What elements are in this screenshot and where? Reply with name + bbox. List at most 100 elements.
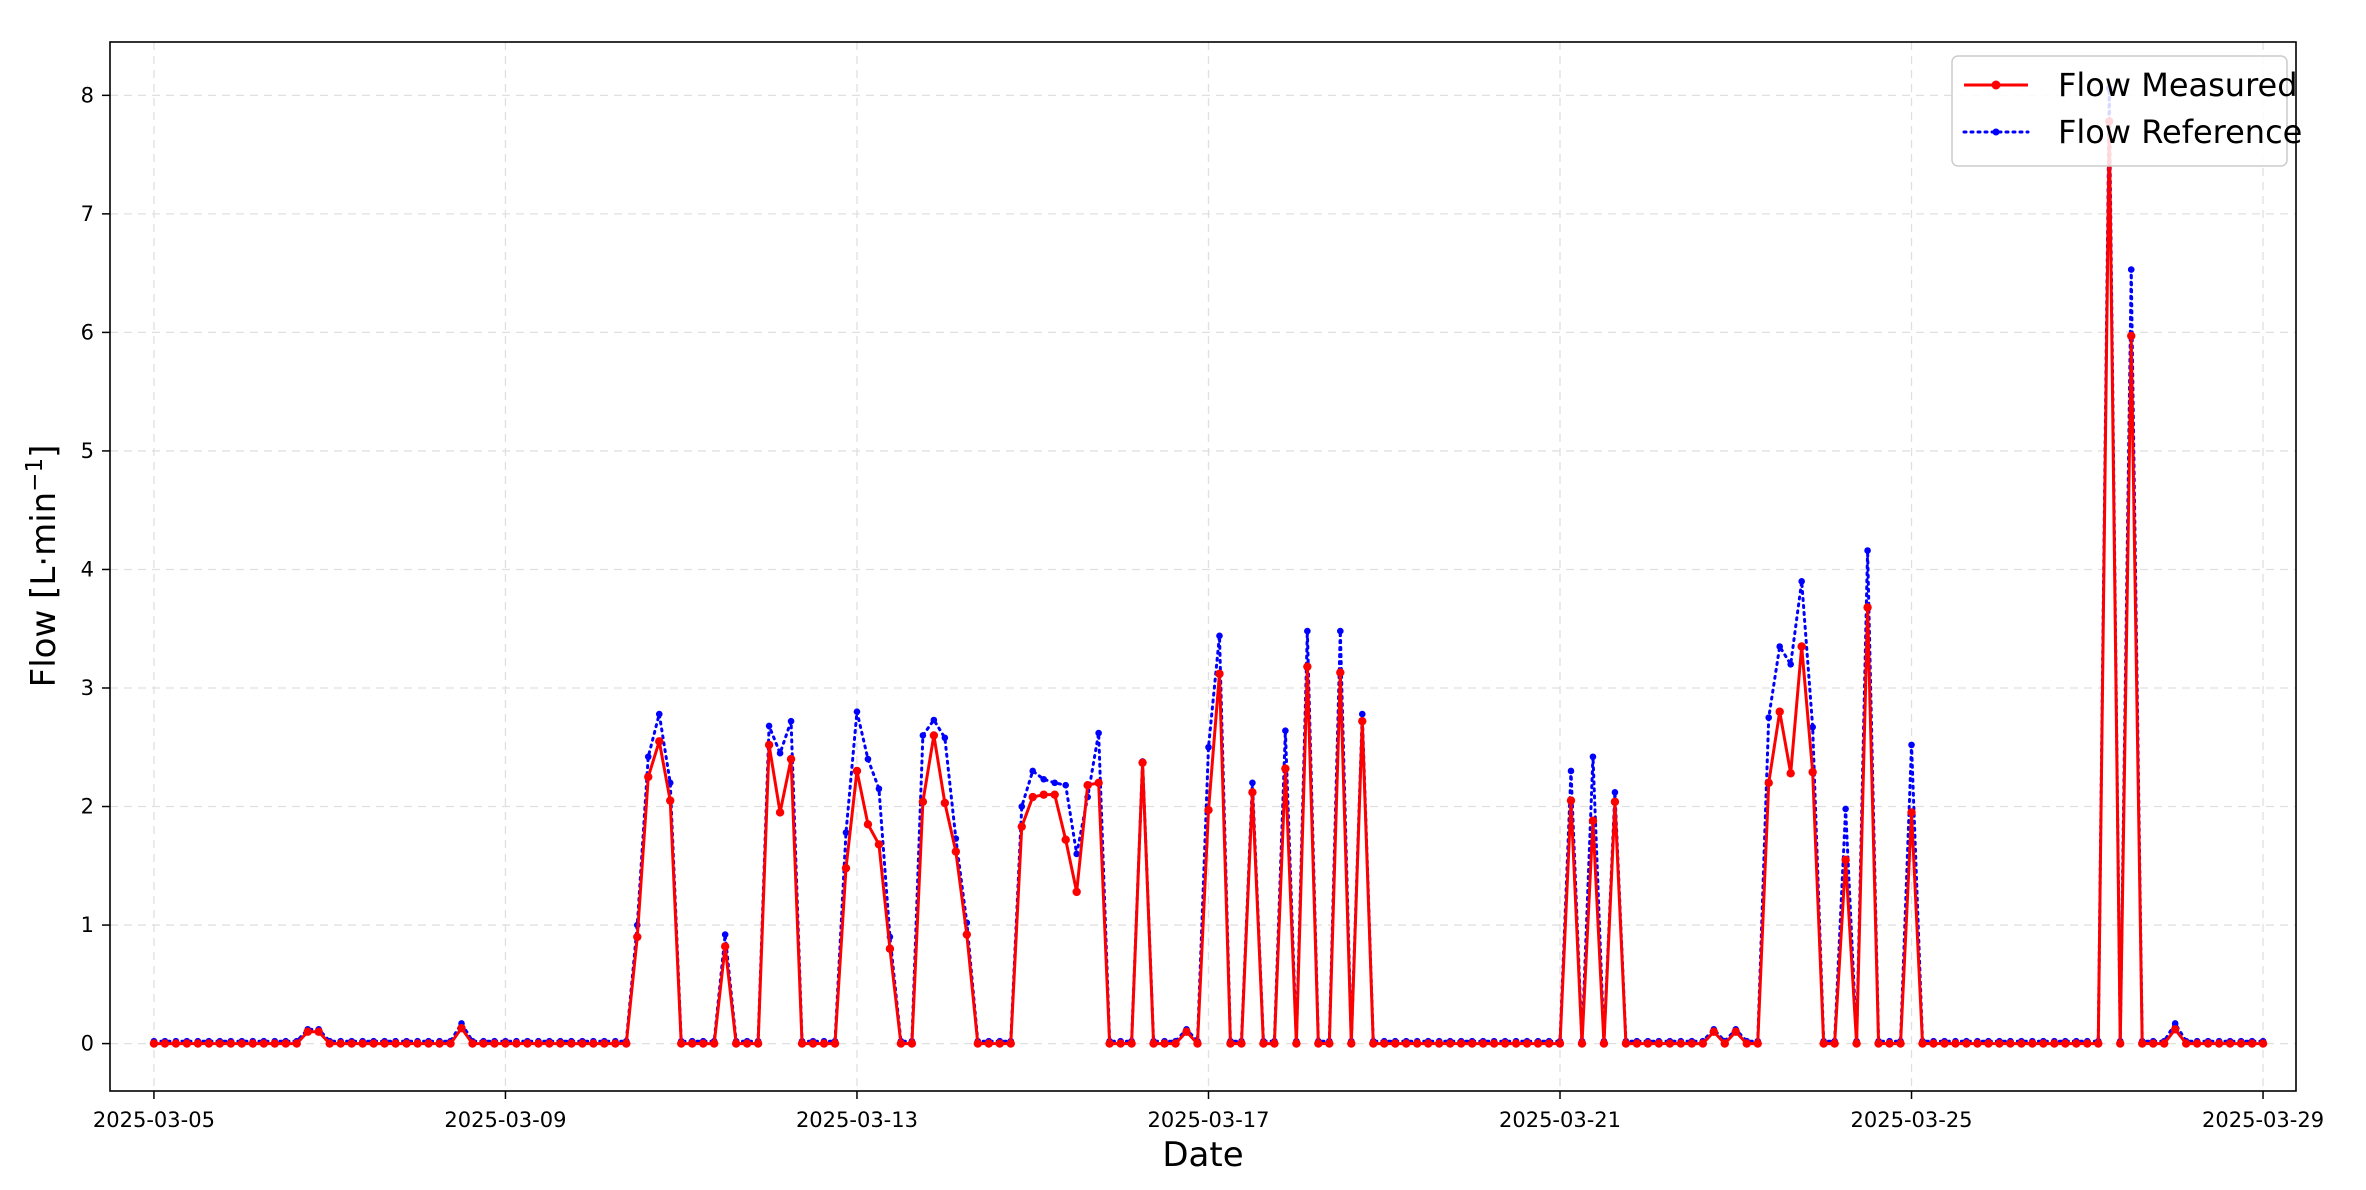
measured-point — [292, 1039, 301, 1048]
reference-point — [776, 749, 784, 757]
reference-point — [1358, 710, 1366, 718]
measured-point — [2214, 1039, 2224, 1048]
measured-point — [1577, 1039, 1587, 1048]
measured-point — [457, 1023, 466, 1033]
measured-point — [918, 797, 928, 806]
measured-point — [1544, 1039, 1554, 1048]
measured-point — [347, 1039, 356, 1048]
measured-point — [1358, 716, 1367, 726]
measured-point — [1402, 1039, 1411, 1048]
measured-point — [720, 942, 730, 951]
measured-point — [852, 766, 862, 776]
measured-point — [479, 1039, 488, 1048]
measured-point — [149, 1039, 159, 1048]
measured-point — [1533, 1039, 1543, 1048]
measured-point — [1731, 1027, 1740, 1036]
legend-box — [1951, 55, 2288, 167]
measured-point — [1149, 1039, 1158, 1048]
y-tick-label: 4 — [81, 557, 94, 581]
plot-area — [149, 84, 2268, 1048]
x-axis-label: Date — [1162, 1135, 1243, 1175]
reference-point — [1216, 632, 1223, 640]
measured-point — [413, 1039, 422, 1048]
reference-point — [1073, 850, 1080, 858]
reference-point — [1787, 660, 1794, 668]
measured-point — [2236, 1039, 2246, 1048]
measured-point — [1347, 1039, 1356, 1048]
measured-point — [622, 1039, 631, 1048]
measured-point — [1819, 1039, 1828, 1048]
reference-point — [853, 708, 861, 715]
measured-point — [1204, 805, 1213, 815]
measured-point — [1182, 1027, 1191, 1036]
x-tick-label: 2025-03-05 — [93, 1108, 215, 1132]
reference-point — [1908, 741, 1915, 749]
measured-point — [1116, 1039, 1125, 1048]
measured-point — [1786, 769, 1795, 778]
reference-point — [655, 710, 663, 718]
measured-point — [2072, 1039, 2081, 1048]
measured-point — [1413, 1039, 1422, 1048]
measured-point — [281, 1039, 290, 1048]
measured-point — [1325, 1039, 1334, 1048]
measured-point — [1720, 1039, 1729, 1048]
x-tick-label: 2025-03-21 — [1499, 1108, 1621, 1132]
measured-point — [1896, 1039, 1905, 1048]
reference-point — [1611, 789, 1619, 796]
measured-point — [2094, 1039, 2103, 1048]
reference-point — [1205, 743, 1212, 751]
measured-point — [303, 1027, 312, 1036]
measured-point — [2083, 1039, 2092, 1048]
measured-point — [1610, 797, 1620, 806]
reference-point — [644, 753, 652, 761]
measured-point — [589, 1039, 598, 1048]
measured-point — [2170, 1025, 2180, 1034]
measured-point — [698, 1039, 708, 1048]
reference-point — [1337, 627, 1344, 635]
measured-point — [391, 1039, 400, 1048]
measured-point — [1028, 792, 1037, 802]
legend-measured-label: Flow Measured — [2058, 66, 2298, 104]
measured-point — [1215, 669, 1224, 678]
measured-point — [1138, 758, 1147, 767]
measured-point — [1621, 1039, 1631, 1048]
measured-point — [1127, 1039, 1136, 1048]
grid-lines — [110, 42, 2296, 1091]
reference-point — [919, 732, 927, 739]
measured-point — [325, 1039, 334, 1048]
measured-point — [1314, 1039, 1323, 1048]
measured-point — [1478, 1039, 1488, 1048]
measured-point — [1940, 1039, 1949, 1048]
measured-point — [1083, 780, 1092, 790]
measured-point — [2138, 1039, 2147, 1048]
measured-point — [336, 1039, 345, 1048]
reference-point — [1567, 767, 1575, 775]
measured-point — [1434, 1039, 1444, 1048]
measured-point — [2192, 1039, 2202, 1048]
measured-point — [1808, 767, 1817, 777]
y-tick-label: 0 — [81, 1032, 94, 1056]
measured-point — [1797, 642, 1806, 651]
reference-point — [1029, 767, 1037, 775]
measured-point — [1467, 1039, 1477, 1048]
measured-point — [1676, 1039, 1686, 1048]
measured-point — [764, 740, 774, 750]
series-layer — [149, 84, 2268, 1048]
measured-point — [1599, 1039, 1609, 1048]
measured-point — [358, 1039, 367, 1048]
series-flow-measured — [149, 117, 2268, 1048]
measured-point — [2006, 1039, 2015, 1048]
measured-point — [567, 1039, 576, 1048]
measured-point — [1995, 1039, 2004, 1048]
measured-point — [1006, 1039, 1015, 1048]
measured-point — [929, 731, 939, 740]
measured-point — [677, 1039, 686, 1048]
x-tick-label: 2025-03-29 — [2202, 1108, 2324, 1132]
measured-point — [578, 1039, 587, 1048]
measured-point — [2149, 1039, 2158, 1048]
measured-point — [742, 1039, 752, 1048]
measured-point — [2225, 1039, 2235, 1048]
measured-point — [380, 1039, 389, 1048]
measured-point — [468, 1039, 477, 1048]
